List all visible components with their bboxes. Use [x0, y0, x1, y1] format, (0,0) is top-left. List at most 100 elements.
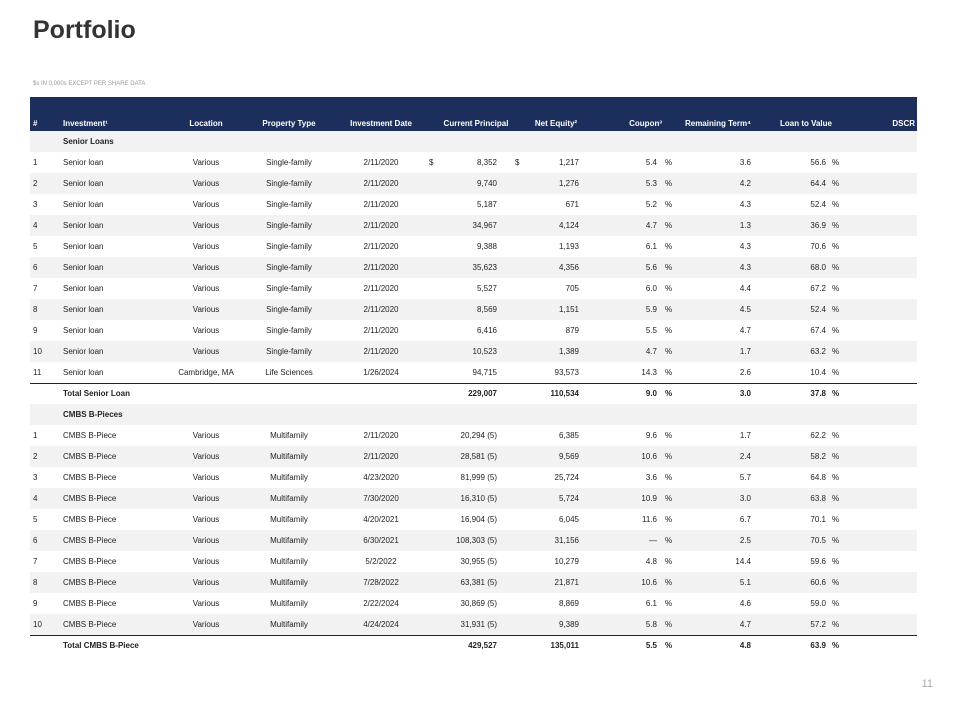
cell: 6.0 [645, 284, 657, 293]
cell: 5,187 [476, 200, 497, 209]
total-cell: 429,527 [468, 641, 497, 650]
percent-sign: % [665, 536, 673, 545]
cell: 60.6 [810, 578, 826, 587]
column-header: Net Equity² [534, 119, 578, 128]
cell: 52.4 [810, 305, 826, 314]
cell: 14.4 [735, 557, 751, 566]
percent-sign: % [665, 221, 673, 230]
cell: 6 [33, 536, 38, 545]
row-background [30, 614, 917, 635]
row-background [30, 572, 917, 593]
cell: 70.1 [810, 515, 826, 524]
cell: Multifamily [270, 494, 308, 503]
cell: 2/11/2020 [363, 326, 399, 335]
page-number: 11 [921, 678, 933, 690]
cell: 5 [33, 242, 38, 251]
cell: Life Sciences [265, 368, 313, 377]
cell: 5.1 [739, 578, 751, 587]
row-background [30, 215, 917, 236]
cell: Various [192, 599, 220, 608]
cell: 81,999 (5) [460, 473, 497, 482]
cell: 4.5 [739, 305, 751, 314]
cell: 8,569 [476, 305, 497, 314]
percent-sign: % [832, 641, 840, 650]
cell: 5.4 [645, 158, 657, 167]
section-title: CMBS B-Pieces [63, 410, 123, 419]
percent-sign: % [665, 158, 673, 167]
cell: 1.3 [739, 221, 751, 230]
row-background [30, 173, 917, 194]
cell: 9 [33, 326, 38, 335]
cell: 1,276 [558, 179, 579, 188]
cell: 10.6 [641, 452, 657, 461]
cell: 10,523 [472, 347, 497, 356]
cell: Various [192, 620, 220, 629]
cell: 64.8 [810, 473, 826, 482]
row-background [30, 299, 917, 320]
cell: 3.0 [739, 494, 751, 503]
cell: 9.6 [645, 431, 657, 440]
cell: 6,416 [476, 326, 497, 335]
cell: 2/11/2020 [363, 305, 399, 314]
cell: 4.3 [739, 242, 751, 251]
cell: Single-family [266, 242, 312, 251]
cell: 2.4 [739, 452, 751, 461]
cell: 10.9 [641, 494, 657, 503]
cell: 1 [33, 431, 38, 440]
cell: CMBS B-Piece [63, 515, 117, 524]
cell: 2 [33, 179, 38, 188]
row-background [30, 131, 917, 152]
cell: 2/11/2020 [363, 284, 399, 293]
column-header: Investment Date [350, 119, 412, 128]
cell: 5.9 [645, 305, 657, 314]
total-cell: 110,534 [550, 389, 579, 398]
cell: 1,389 [558, 347, 579, 356]
percent-sign: % [665, 515, 673, 524]
cell: 57.2 [810, 620, 826, 629]
cell: 4,356 [558, 263, 579, 272]
cell: 9,389 [558, 620, 579, 629]
cell: CMBS B-Piece [63, 557, 117, 566]
cell: Senior loan [63, 284, 104, 293]
cell: Various [192, 284, 220, 293]
percent-sign: % [832, 158, 840, 167]
cell: 34,967 [472, 221, 497, 230]
cell: Multifamily [270, 452, 308, 461]
cell: 4.6 [739, 599, 751, 608]
cell: Cambridge, MA [178, 368, 234, 377]
cell: Multifamily [270, 473, 308, 482]
cell: 52.4 [810, 200, 826, 209]
cell: 5.6 [645, 263, 657, 272]
percent-sign: % [665, 389, 673, 398]
cell: Various [192, 452, 220, 461]
column-header: Loan to Value [779, 119, 832, 128]
cell: 10,279 [554, 557, 579, 566]
cell: Senior loan [63, 263, 104, 272]
column-header: Property Type [262, 119, 316, 128]
cell: 67.4 [810, 326, 826, 335]
percent-sign: % [832, 599, 840, 608]
cell: CMBS B-Piece [63, 578, 117, 587]
cell: CMBS B-Piece [63, 599, 117, 608]
cell: 2/11/2020 [363, 200, 399, 209]
cell: 4.3 [739, 200, 751, 209]
percent-sign: % [832, 452, 840, 461]
cell: Senior loan [63, 368, 104, 377]
total-rule [30, 383, 917, 384]
cell: 31,931 (5) [460, 620, 497, 629]
cell: 5,527 [476, 284, 497, 293]
percent-sign: % [832, 494, 840, 503]
cell: 4,124 [558, 221, 579, 230]
cell: 8 [33, 578, 38, 587]
cell: 4.3 [739, 263, 751, 272]
cell: 6.1 [645, 599, 657, 608]
percent-sign: % [665, 305, 673, 314]
cell: 2/11/2020 [363, 179, 399, 188]
percent-sign: % [665, 620, 673, 629]
cell: 1,151 [558, 305, 579, 314]
cell: 6,385 [558, 431, 579, 440]
cell: 14.3 [641, 368, 657, 377]
cell: 671 [565, 200, 579, 209]
cell: Senior loan [63, 242, 104, 251]
row-background [30, 341, 917, 362]
